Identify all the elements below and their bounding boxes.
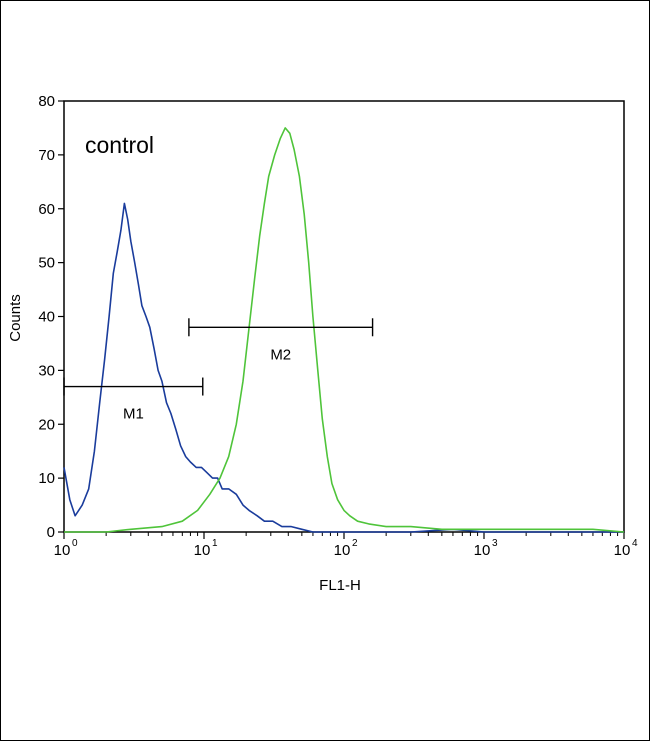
x-tick-exponent: 4: [632, 538, 638, 549]
series-layer: [63, 127, 625, 533]
y-tick-label: 10: [38, 470, 55, 487]
y-tick-label: 40: [38, 309, 55, 326]
x-tick-label: 10: [474, 542, 491, 559]
y-tick-label: 0: [47, 524, 55, 541]
y-tick-label: 60: [38, 201, 55, 218]
x-tick-label: 10: [194, 542, 211, 559]
x-tick-label: 10: [334, 542, 351, 559]
x-tick-exponent: 3: [492, 538, 498, 549]
y-tick-label: 50: [38, 255, 55, 272]
y-axis: 0 10 20 30 40 50 60 70 80: [38, 93, 64, 541]
x-tick-label: 10: [614, 542, 631, 559]
series-line-2: [64, 127, 625, 533]
x-tick-exponent: 1: [212, 538, 218, 549]
plot-area: [63, 100, 625, 533]
y-tick-label: 30: [38, 362, 55, 379]
y-tick-label: 80: [38, 93, 55, 110]
x-tick-label: 10: [54, 542, 71, 559]
marker-label: M1: [123, 406, 144, 423]
x-tick-exponent: 0: [72, 538, 78, 549]
series-line-1: [63, 202, 624, 533]
y-tick-label: 20: [38, 416, 55, 433]
annotation-label: control: [85, 132, 154, 158]
x-tick-exponent: 2: [352, 538, 358, 549]
gate-markers: M1 M2: [63, 318, 374, 423]
marker-label: M2: [270, 346, 291, 363]
y-tick-label: 70: [38, 147, 55, 164]
x-axis-title: FL1-H: [319, 577, 361, 594]
y-axis-title: Counts: [7, 294, 24, 342]
x-axis: 10 0 10 1 10 2 10 3 10 4: [54, 532, 638, 559]
